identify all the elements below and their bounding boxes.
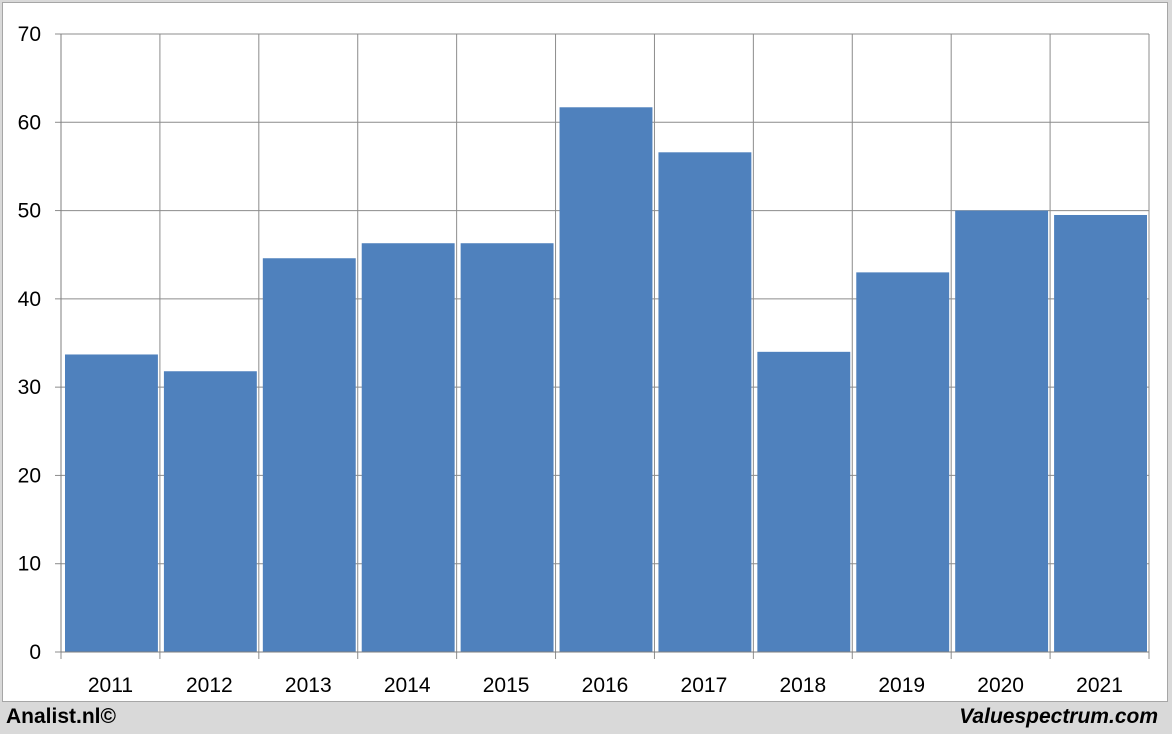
x-tick-label: 2013	[285, 674, 332, 697]
y-tick-label: 0	[29, 641, 41, 664]
footer-credit-right: Valuespectrum.com	[959, 705, 1158, 728]
y-tick-label: 50	[18, 200, 41, 223]
y-tick-label: 20	[18, 464, 41, 487]
y-tick-labels: 0 10 20 30 40 50 60 70	[18, 23, 41, 664]
x-tick-labels: 2011 2012 2013 2014 2015 2016 2017 2018 2019 2020…	[88, 674, 1123, 697]
bar-layer	[65, 107, 1147, 653]
x-tick-label: 2012	[186, 674, 233, 697]
y-tick-label: 40	[18, 288, 41, 311]
x-tick-label: 2019	[878, 674, 925, 697]
bar-2011	[65, 354, 158, 652]
bar-2014	[361, 243, 455, 653]
x-tick-label: 2011	[88, 674, 133, 697]
bar-2020	[955, 210, 1049, 653]
bar-2015	[460, 243, 554, 653]
x-tick-label: 2020	[977, 674, 1024, 697]
y-tick-label: 10	[18, 553, 41, 576]
x-tick-label: 2021	[1076, 674, 1123, 697]
x-tick-label: 2015	[483, 674, 530, 697]
bar-2016	[559, 107, 653, 652]
bar-2018	[757, 351, 851, 652]
y-tick-label: 60	[18, 111, 41, 134]
bar-2012	[163, 371, 257, 652]
footer-credit-left: Analist.nl©	[6, 705, 116, 728]
x-tick-label: 2016	[582, 674, 629, 697]
bar-2013	[262, 258, 356, 652]
bar-2017	[658, 152, 752, 652]
bar-chart: 0 10 20 30 40 50 60 70 2011 2012 2013 2014 2015 2016…	[18, 23, 1150, 697]
y-tick-label: 70	[18, 23, 41, 46]
bar-2019	[856, 272, 950, 652]
bar-2021	[1054, 214, 1147, 652]
x-tick-label: 2017	[681, 674, 728, 697]
x-tick-label: 2014	[384, 674, 431, 697]
x-tick-label: 2018	[779, 674, 826, 697]
axis-layer	[55, 33, 1150, 659]
y-tick-label: 30	[18, 376, 41, 399]
footer-bar: Analist.nl© Valuespectrum.com	[0, 703, 1172, 734]
